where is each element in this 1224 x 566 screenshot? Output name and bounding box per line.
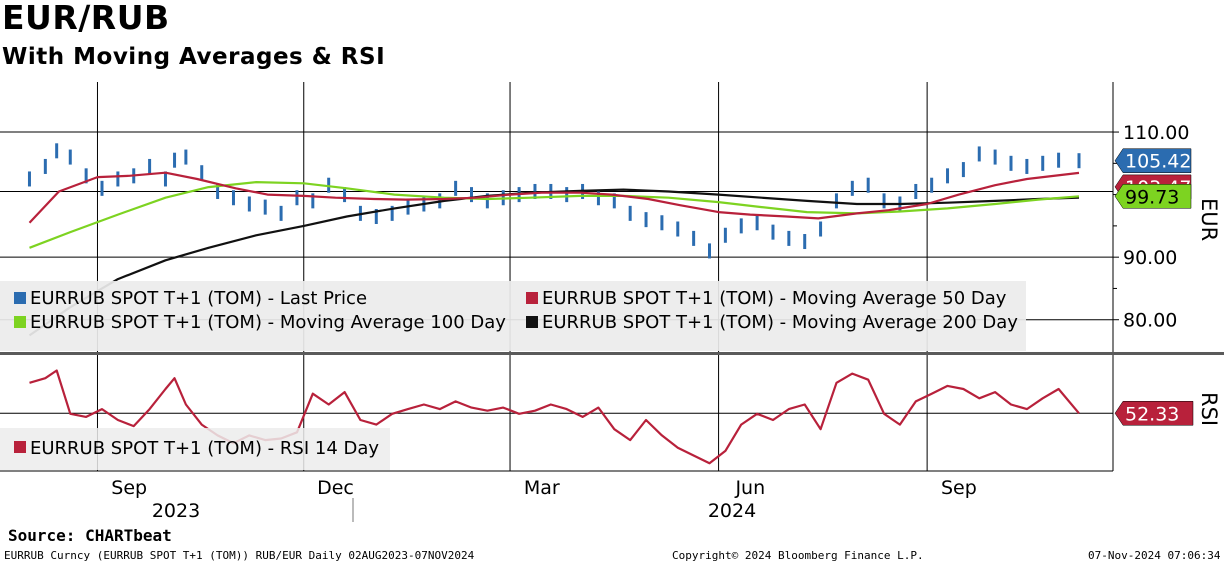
legend-swatch-0	[14, 292, 26, 304]
rsi-legend-label: EURRUB SPOT T+1 (TOM) - RSI 14 Day	[30, 438, 379, 459]
price-tick-label-1: 90.00	[1123, 247, 1177, 269]
timestamp: 07-Nov-2024 07:06:34	[1088, 549, 1221, 562]
rsi-last-value-tag	[1114, 401, 1194, 426]
chart-title: EUR/RUB	[2, 0, 170, 37]
ma100-tag-label: 99.73	[1125, 186, 1179, 208]
x-month-label-3: Jun	[734, 477, 765, 499]
legend-label-0: EURRUB SPOT T+1 (TOM) - Last Price	[30, 288, 367, 309]
legend-swatch-3	[526, 316, 538, 328]
legend-label-1: EURRUB SPOT T+1 (TOM) - Moving Average 5…	[542, 288, 1007, 309]
price-tick-label-2: 80.00	[1123, 310, 1177, 332]
price-tick-label-0: 110.00	[1123, 122, 1189, 144]
legend-swatch-1	[526, 292, 538, 304]
copyright-notice: Copyright© 2024 Bloomberg Finance L.P.	[672, 549, 924, 562]
last-price-tag	[1114, 148, 1192, 173]
legend-label-3: EURRUB SPOT T+1 (TOM) - Moving Average 2…	[542, 312, 1018, 333]
x-month-label-1: Dec	[317, 477, 354, 499]
price-legend-box	[0, 281, 1026, 351]
rsi-line	[29, 369, 1080, 465]
rsi-last-value-label: 52.33	[1125, 403, 1179, 425]
panel-divider	[0, 352, 1224, 355]
chart-subtitle: With Moving Averages & RSI	[2, 44, 386, 70]
x-month-label-0: Sep	[111, 477, 147, 499]
rsi-legend-swatch	[14, 441, 26, 453]
x-month-label-4: Sep	[941, 477, 977, 499]
x-year-label-1: 2024	[708, 500, 756, 522]
x-month-label-2: Mar	[524, 477, 560, 499]
legend-label-2: EURRUB SPOT T+1 (TOM) - Moving Average 1…	[30, 312, 506, 333]
source-label: Source: CHARTbeat	[8, 526, 172, 545]
price-axis-title: EUR	[1197, 198, 1221, 241]
ma100-line	[29, 181, 1080, 249]
security-description: EURRUB Curncy (EURRUB SPOT T+1 (TOM)) RU…	[4, 549, 475, 562]
price-bars-group	[27, 143, 1081, 259]
x-year-label-0: 2023	[152, 500, 200, 522]
legend-swatch-2	[14, 316, 26, 328]
last-price-tag-label: 105.42	[1125, 151, 1191, 173]
rsi-legend-box	[0, 428, 390, 470]
ma50-line	[28, 171, 1080, 224]
rsi-axis-title: RSI	[1197, 392, 1221, 426]
ma100-tag	[1114, 184, 1192, 209]
